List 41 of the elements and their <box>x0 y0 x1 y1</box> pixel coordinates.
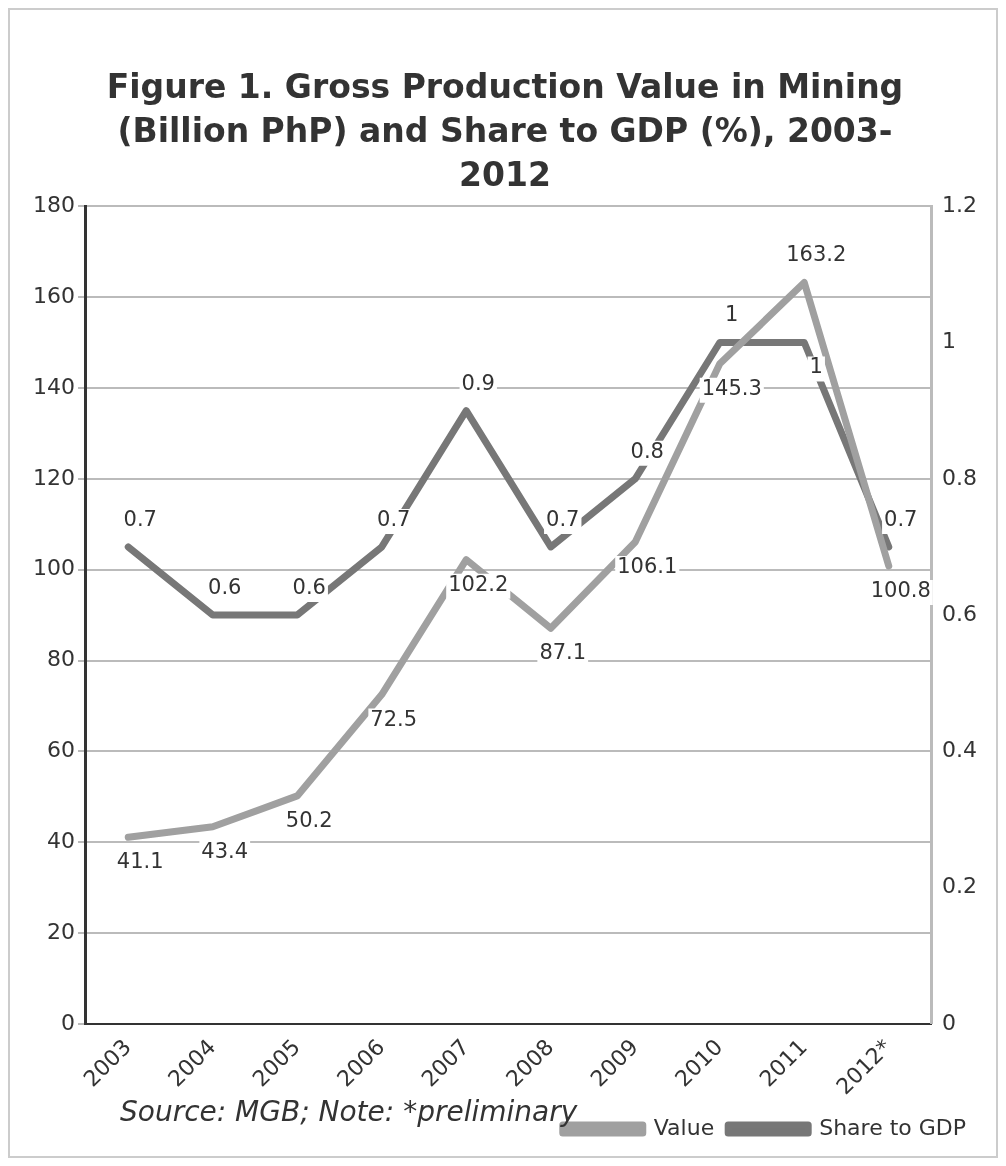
source-note: Source: MGB; Note: *preliminary <box>120 1095 578 1128</box>
y-tick-label: 140 <box>32 373 75 399</box>
data-label: 0.9 <box>461 370 495 395</box>
data-label: 0.7 <box>884 506 918 531</box>
y-tick-label: 120 <box>32 464 75 490</box>
y2-tick-label: 0.4 <box>942 737 978 763</box>
chart-title: Figure 1. Gross Production Value in Mining (Billion PhP) and Share to GDP (%), 2003-2012 <box>105 66 905 196</box>
y-tick-label: 0 <box>60 1009 75 1035</box>
y-tick-label: 180 <box>32 191 75 217</box>
data-label: 145.3 <box>701 375 762 400</box>
data-label: 0.8 <box>630 438 664 463</box>
data-label: 1 <box>809 354 823 379</box>
y2-tick-label: 1 <box>942 328 957 354</box>
y-tick-label: 160 <box>32 282 75 308</box>
data-label: 100.8 <box>870 577 931 602</box>
y2-tick-label: 0.6 <box>942 600 978 626</box>
data-label: 102.2 <box>448 571 509 596</box>
y-tick-label: 60 <box>46 737 75 763</box>
data-label: 0.7 <box>546 506 580 531</box>
y-tick-label: 80 <box>46 646 75 672</box>
data-label: 1 <box>725 302 739 327</box>
data-label: 0.6 <box>292 575 326 600</box>
legend-label: Share to GDP <box>819 1114 967 1140</box>
y-tick-label: 40 <box>46 827 75 853</box>
data-label: 163.2 <box>786 242 847 267</box>
data-label: 72.5 <box>370 706 418 731</box>
data-label: 0.6 <box>208 575 242 600</box>
data-label: 43.4 <box>201 838 249 863</box>
y2-tick-label: 0.2 <box>942 873 978 899</box>
legend-label: Value <box>653 1114 715 1140</box>
y2-tick-label: 1.2 <box>942 191 978 217</box>
data-label: 106.1 <box>617 553 678 578</box>
data-label: 0.7 <box>123 506 157 531</box>
y-tick-label: 100 <box>32 555 75 581</box>
y-tick-label: 20 <box>46 918 75 944</box>
data-label: 87.1 <box>539 640 587 665</box>
y2-tick-label: 0.8 <box>942 464 978 490</box>
data-label: 50.2 <box>285 807 333 832</box>
data-label: 41.1 <box>116 849 164 874</box>
data-label: 0.7 <box>377 506 411 531</box>
y2-tick-label: 0 <box>942 1009 957 1035</box>
